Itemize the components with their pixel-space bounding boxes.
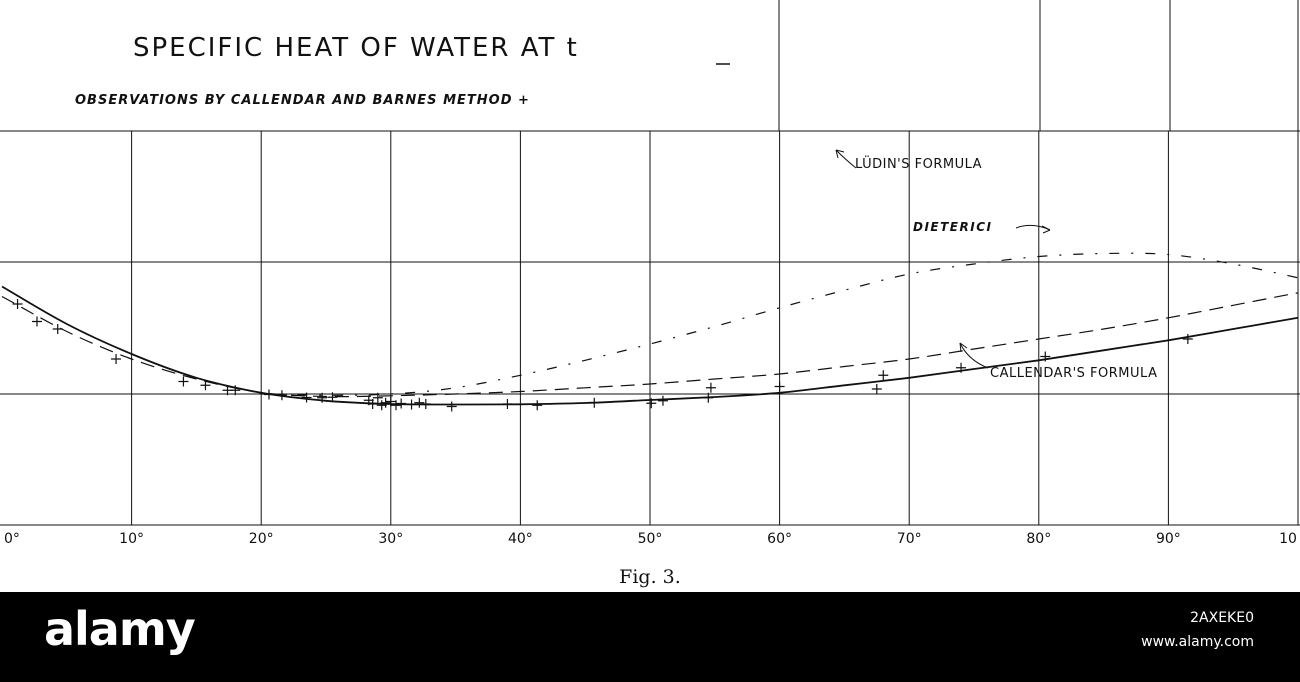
x-tick-label: 0° [4, 531, 20, 547]
ludin-arrow [835, 149, 857, 169]
x-tick-label: 10 [1279, 531, 1297, 547]
observation-point [1182, 334, 1193, 344]
observation-point [390, 400, 401, 411]
series-line-solid [1, 285, 1299, 406]
observation-point [871, 384, 882, 394]
observation-point [327, 392, 338, 403]
observation-point [703, 392, 714, 403]
observation-point [263, 389, 274, 400]
x-tick-label: 60° [767, 531, 792, 547]
observation-point [31, 316, 42, 327]
chart-grid [0, 0, 1300, 526]
figure-caption: Fig. 3. [619, 566, 681, 588]
chart-figure: SPECIFIC HEAT OF WATER AT t OBSERVATIONS… [0, 0, 1300, 588]
observation-point [367, 399, 378, 409]
image-id: 2AXEKE0 [1190, 610, 1254, 626]
callendar-arrow [959, 342, 989, 369]
observation-point [532, 400, 543, 411]
observation-point [1040, 351, 1051, 362]
observation-point [878, 370, 889, 381]
observation-point [52, 324, 63, 334]
observation-point [657, 395, 668, 406]
x-tick-label: 50° [638, 531, 663, 547]
x-tick-label: 80° [1026, 531, 1051, 547]
observation-point [12, 299, 23, 309]
observation-point [230, 385, 241, 396]
observation-point [420, 399, 431, 409]
site-url: www.alamy.com [1141, 634, 1254, 650]
observation-point [646, 398, 657, 409]
x-tick-label: 10° [119, 531, 144, 547]
observation-point [589, 397, 600, 408]
observation-point [502, 399, 513, 409]
ludin-label: LÜDIN'S FORMULA [855, 155, 982, 172]
x-tick-label: 90° [1156, 531, 1181, 547]
observation-point [414, 397, 425, 408]
observation-point [396, 398, 407, 409]
observation-point [276, 390, 287, 401]
x-tick-label: 40° [508, 531, 533, 547]
observation-point [380, 397, 391, 408]
annotations: LÜDIN'S FORMULA DIETERICI CALLENDAR'S FO… [835, 149, 1157, 381]
observation-point [385, 396, 396, 407]
observation-point [774, 381, 785, 392]
observation-point [178, 376, 189, 387]
observation-point [446, 401, 457, 412]
observation-point [372, 392, 383, 403]
observation-point [406, 399, 417, 410]
callendar-label: CALLENDAR'S FORMULA [990, 366, 1157, 381]
chart-subtitle: OBSERVATIONS BY CALLENDAR AND BARNES MET… [75, 93, 530, 108]
stock-footer: alamy 2AXEKE0 www.alamy.com [0, 592, 1300, 682]
series-line-dashed [1, 292, 1299, 398]
observation-point [301, 392, 312, 403]
observation-point [111, 354, 122, 364]
observation-point [956, 362, 967, 373]
brand-logo: alamy [44, 602, 196, 656]
x-tick-label: 20° [249, 531, 274, 547]
dieterici-label: DIETERICI [913, 220, 992, 234]
observation-point [705, 382, 716, 393]
image-id-block: 2AXEKE0 www.alamy.com [1141, 606, 1254, 654]
x-tick-label: 70° [897, 531, 922, 547]
chart-title: SPECIFIC HEAT OF WATER AT t [133, 33, 579, 63]
x-tick-label: 30° [378, 531, 403, 547]
observation-point [200, 380, 211, 391]
observation-point [317, 392, 328, 403]
